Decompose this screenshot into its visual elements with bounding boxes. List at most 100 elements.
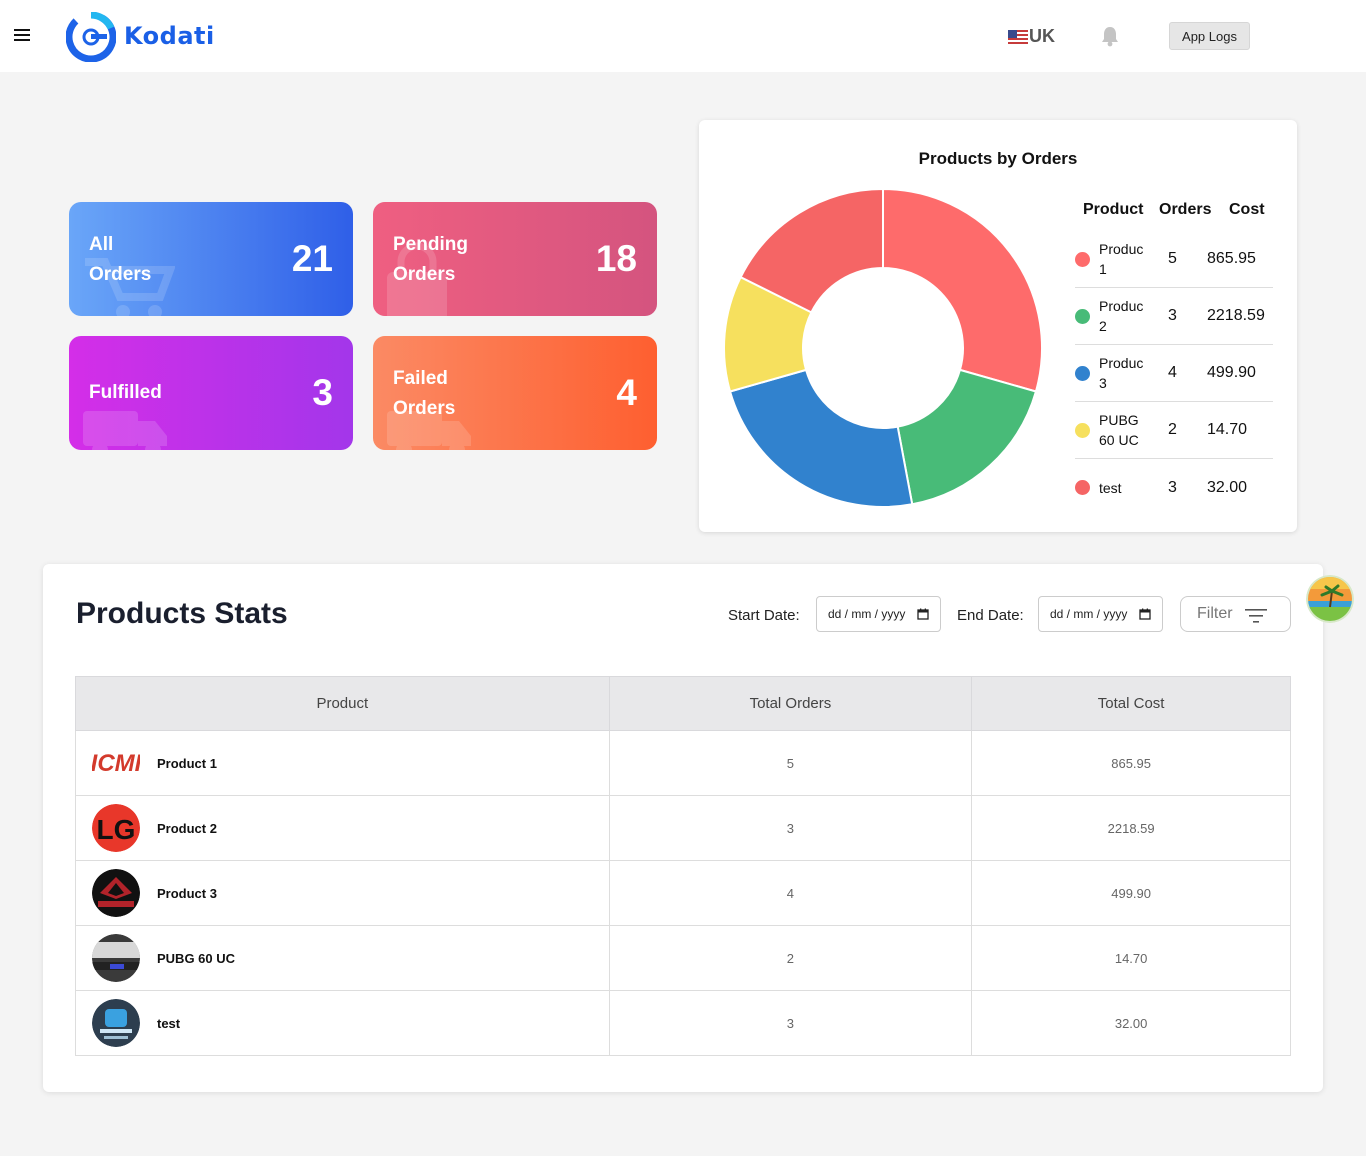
- svg-text:ICMI: ICMI: [92, 750, 140, 777]
- legend-orders: 3: [1168, 478, 1177, 496]
- table-row[interactable]: PUBG 60 UC 2 14.70: [75, 925, 1291, 991]
- language-label: UK: [1029, 26, 1055, 46]
- fulfilled-card[interactable]: Fulfilled 3: [69, 336, 353, 450]
- legend-header: Product Orders Cost: [1075, 198, 1273, 222]
- lg-logo-thumbnail: LG: [92, 804, 140, 852]
- chart-title: Products by Orders: [918, 149, 1078, 168]
- menu-icon[interactable]: [14, 29, 30, 43]
- photo-thumbnail: [92, 934, 140, 982]
- calendar-icon[interactable]: [1139, 608, 1151, 620]
- legend-row[interactable]: Produc 1 5 865.95: [1075, 231, 1273, 288]
- failed-orders-card[interactable]: Failed Orders 4: [373, 336, 657, 450]
- donut-slice-product-3[interactable]: [728, 368, 914, 508]
- fulfilled-value: 3: [312, 372, 333, 413]
- product-cell: PUBG 60 UC: [75, 925, 610, 991]
- donut-slice-product-2[interactable]: [896, 368, 1038, 506]
- table-row[interactable]: test 3 32.00: [75, 990, 1291, 1056]
- legend-dot: [1075, 308, 1090, 324]
- pending-orders-card[interactable]: Pending Orders 18: [373, 202, 657, 316]
- product-name: Product 3: [157, 885, 217, 901]
- brand-name[interactable]: Kodati: [124, 22, 215, 50]
- total-cost-cell: 865.95: [971, 730, 1291, 796]
- pending-orders-label-1: Pending: [393, 234, 468, 255]
- product-name: Product 1: [157, 755, 217, 771]
- product-cell: test: [75, 990, 610, 1056]
- product-name: Product 2: [157, 820, 217, 836]
- legend-row[interactable]: Produc 2 3 2218.59: [1075, 288, 1273, 345]
- start-date-label: Start Date:: [728, 607, 800, 624]
- legend-row[interactable]: Produc 3 4 499.90: [1075, 345, 1273, 402]
- kodati-logo[interactable]: [66, 12, 116, 62]
- start-date-input[interactable]: dd / mm / yyyy: [816, 596, 941, 632]
- total-cost-cell: 2218.59: [971, 795, 1291, 861]
- column-header-total-cost[interactable]: Total Cost: [971, 676, 1291, 731]
- truck-icon: [387, 411, 471, 450]
- app-thumbnail: [92, 999, 140, 1047]
- legend-header-product: Product: [1083, 201, 1144, 218]
- total-cost-cell: 14.70: [971, 925, 1291, 991]
- chart-legend-table: Product Orders Cost Produc 1 5 865.95 Pro…: [1075, 198, 1273, 516]
- legend-product-name: test: [1099, 479, 1122, 496]
- all-orders-label-2: Orders: [89, 264, 152, 285]
- failed-orders-label-1: Failed: [393, 368, 448, 389]
- table-row[interactable]: Product 3 4 499.90: [75, 860, 1291, 926]
- product-name: test: [157, 1015, 181, 1031]
- failed-orders-value: 4: [616, 372, 637, 413]
- legend-cost: 499.90: [1207, 364, 1256, 381]
- legend-cost: 32.00: [1207, 478, 1248, 496]
- product-cell: Product 3: [75, 860, 610, 926]
- calendar-icon[interactable]: [917, 608, 929, 620]
- product-name: PUBG 60 UC: [157, 950, 236, 966]
- legend-dot: [1075, 480, 1090, 495]
- table-row[interactable]: LG Product 2 3 2218.59: [75, 795, 1291, 861]
- svg-text:LG: LG: [97, 814, 136, 845]
- legend-dot: [1075, 251, 1090, 267]
- table-row[interactable]: ICMI Product 1 5 865.95: [75, 730, 1291, 796]
- product-cell: LG Product 2: [75, 795, 610, 861]
- total-cost-cell: 32.00: [971, 990, 1291, 1056]
- app-logs-button[interactable]: App Logs: [1169, 22, 1250, 50]
- beach-avatar-icon[interactable]: [1306, 575, 1354, 623]
- legend-cost: 14.70: [1207, 421, 1248, 438]
- filter-label: Filter: [1197, 605, 1233, 622]
- legend-dot: [1075, 365, 1090, 381]
- legend-product-name: Produc 2: [1099, 298, 1144, 334]
- legend-product-name: Produc 1: [1099, 241, 1144, 277]
- filter-button[interactable]: Filter: [1180, 596, 1291, 632]
- filter-icon: [1245, 609, 1267, 623]
- cart-icon: [85, 258, 175, 316]
- all-orders-card[interactable]: All Orders 21: [69, 202, 353, 316]
- column-header-total-orders[interactable]: Total Orders: [608, 676, 973, 731]
- legend-row[interactable]: PUBG 60 UC 2 14.70: [1075, 402, 1273, 459]
- legend-header-cost: Cost: [1229, 201, 1265, 218]
- total-orders-cell: 4: [608, 860, 973, 926]
- skynet-logo-thumbnail: [92, 869, 140, 917]
- donut-chart: [723, 188, 1043, 508]
- us-flag-icon: [1008, 29, 1028, 44]
- all-orders-value: 21: [291, 238, 333, 279]
- legend-orders: 3: [1168, 307, 1177, 324]
- column-header-product[interactable]: Product: [75, 676, 610, 731]
- total-orders-cell: 3: [608, 990, 973, 1056]
- fulfilled-label: Fulfilled: [89, 382, 162, 403]
- end-date-input[interactable]: dd / mm / yyyy: [1038, 596, 1163, 632]
- total-orders-cell: 3: [608, 795, 973, 861]
- legend-orders: 5: [1168, 250, 1177, 267]
- products-stats-title: Products Stats: [76, 597, 288, 630]
- products-stats-table: Product Total Orders Total Cost ICMI Pro…: [75, 676, 1291, 1056]
- language-selector[interactable]: UK: [1008, 26, 1055, 47]
- legend-dot: [1075, 422, 1090, 438]
- donut-slice-test[interactable]: [739, 188, 884, 314]
- start-date-placeholder: dd / mm / yyyy: [828, 607, 906, 621]
- pending-orders-label-2: Orders: [393, 264, 456, 285]
- total-cost-cell: 499.90: [971, 860, 1291, 926]
- bell-icon[interactable]: [1099, 25, 1121, 47]
- table-header-row: Product Total Orders Total Cost: [75, 676, 1291, 731]
- end-date-label: End Date:: [957, 607, 1024, 624]
- legend-cost: 865.95: [1207, 250, 1256, 267]
- donut-slice-product-1[interactable]: [882, 188, 1043, 393]
- legend-row[interactable]: test 3 32.00: [1075, 459, 1273, 516]
- legend-product-name: PUBG 60 UC: [1099, 412, 1139, 448]
- legend-product-name: Produc 3: [1099, 355, 1144, 391]
- products-by-orders-panel: Products by Orders Product Orders Cost P…: [699, 120, 1297, 532]
